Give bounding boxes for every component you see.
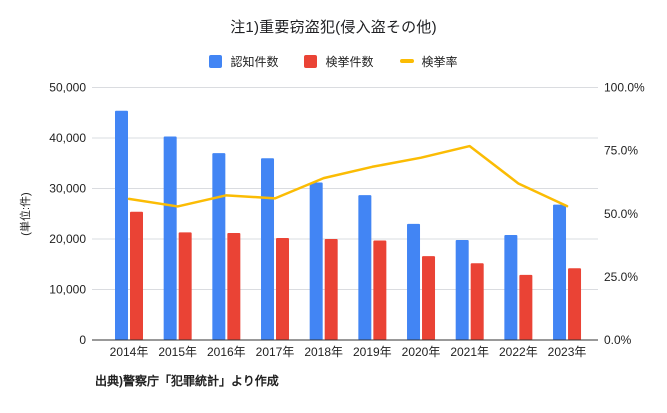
bar-検挙件数-2019年	[373, 240, 387, 340]
x-axis-label: 2023年	[548, 345, 587, 359]
bar-認知件数-2014年	[115, 110, 128, 340]
bar-認知件数-2023年	[553, 204, 567, 340]
line-検挙率	[127, 144, 569, 208]
bar-検挙件数-2018年	[324, 239, 338, 340]
source-note: 出典)警察庁「犯罪統計」より作成	[95, 374, 279, 388]
bar-検挙件数-2016年	[227, 232, 241, 340]
bar-認知件数-2015年	[163, 136, 177, 340]
x-axis-label: 2014年	[110, 345, 149, 359]
legend-swatch-red-icon	[304, 54, 318, 68]
bar-認知件数-2016年	[212, 153, 226, 340]
right-axis-tick: 25.0%	[604, 270, 638, 284]
right-axis-tick: 75.0%	[604, 144, 638, 158]
bar-認知件数-2019年	[358, 195, 372, 340]
left-axis-tick: 40,000	[49, 131, 86, 145]
bar-認知件数-2021年	[455, 240, 469, 340]
legend-item-kenkyo: 検挙件数	[304, 53, 374, 70]
x-axis-label: 2015年	[158, 345, 197, 359]
bar-認知件数-2018年	[309, 182, 323, 340]
bar-認知件数-2017年	[261, 158, 275, 340]
left-axis-tick: 30,000	[49, 182, 86, 196]
right-axis-tick: 0.0%	[604, 333, 632, 347]
legend-item-kenkyoritsu: 検挙率	[399, 53, 458, 70]
bar-検挙件数-2014年	[130, 211, 143, 340]
x-axis-label: 2018年	[304, 345, 343, 359]
left-axis-tick: 0	[79, 333, 86, 347]
bar-検挙件数-2021年	[470, 263, 484, 340]
bar-検挙件数-2015年	[178, 232, 192, 340]
legend-label: 検挙率	[421, 54, 458, 69]
left-axis-tick: 20,000	[49, 232, 86, 246]
x-axis-label: 2016年	[207, 345, 246, 359]
y-axis-unit-label: (単位:件)	[20, 192, 32, 236]
bar-認知件数-2020年	[407, 223, 421, 340]
legend-item-ninchi: 認知件数	[209, 53, 278, 70]
legend-swatch-blue-icon	[209, 54, 223, 68]
legend-label: 検挙件数	[325, 54, 374, 69]
x-axis-label: 2019年	[353, 345, 392, 359]
bar-検挙件数-2023年	[568, 268, 582, 340]
bar-検挙件数-2017年	[276, 237, 290, 340]
x-axis-label: 2017年	[256, 345, 295, 359]
left-axis-tick: 10,000	[49, 283, 86, 297]
right-axis-tick: 50.0%	[604, 207, 638, 221]
bar-認知件数-2022年	[504, 234, 518, 340]
legend-swatch-yellow-line-icon	[399, 59, 414, 63]
right-axis-tick: 100.0%	[604, 81, 645, 95]
legend-label: 認知件数	[230, 54, 279, 69]
bar-検挙件数-2022年	[519, 274, 533, 340]
legend: 認知件数 検挙件数 検挙率	[0, 53, 667, 69]
left-axis-tick: 50,000	[49, 81, 86, 95]
bar-検挙件数-2020年	[422, 256, 436, 340]
x-axis-label: 2021年	[450, 345, 489, 359]
x-axis-label: 2022年	[499, 345, 538, 359]
x-axis-label: 2020年	[402, 345, 441, 359]
chart-title: 注1)重要窃盗犯(侵入盗その他)	[230, 19, 437, 36]
